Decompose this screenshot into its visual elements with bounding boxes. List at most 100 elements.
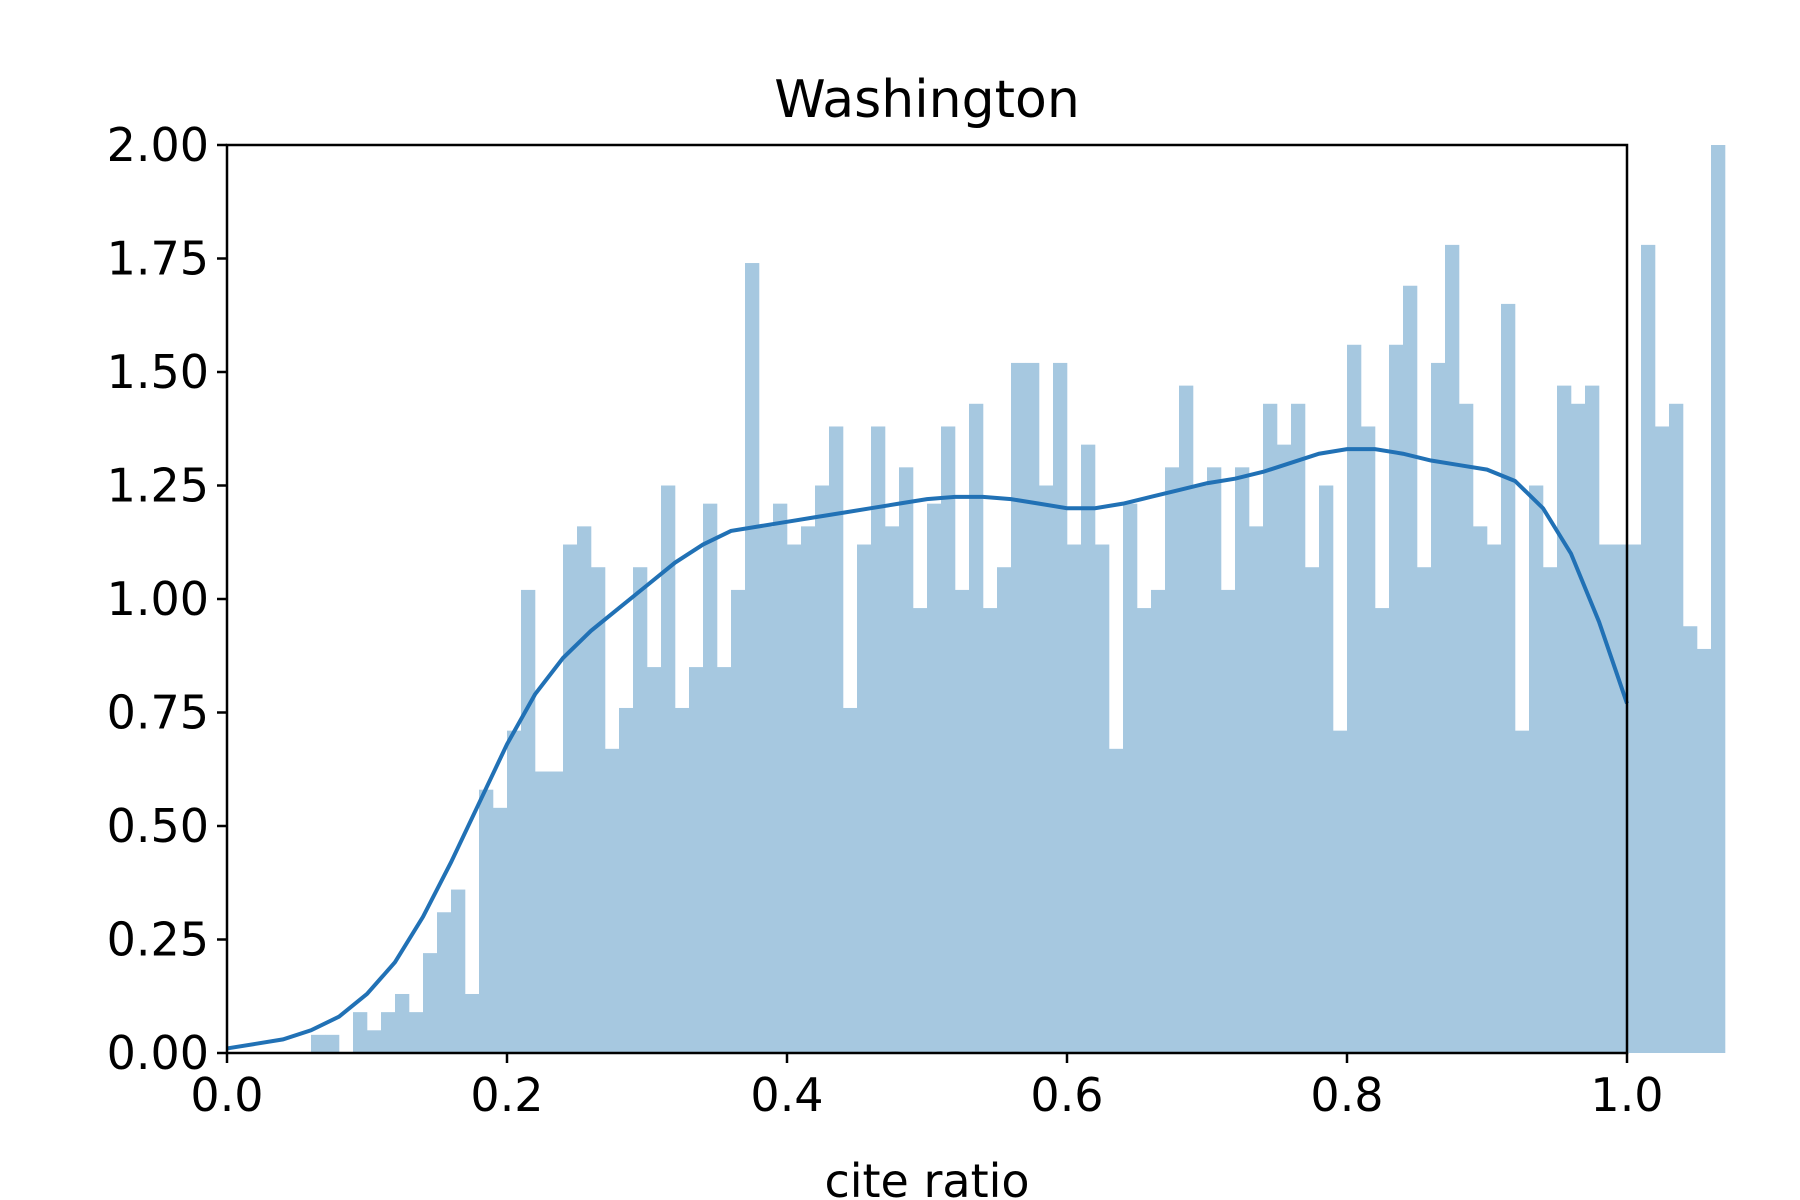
histogram-bar [1109, 748, 1124, 1053]
histogram-bar [1361, 426, 1376, 1054]
histogram-bar [1235, 467, 1250, 1054]
histogram-bar [1179, 385, 1194, 1053]
histogram-bar [507, 730, 522, 1053]
x-tick-label: 0.4 [750, 1068, 823, 1122]
x-tick-label: 0.2 [470, 1068, 543, 1122]
histogram-bar [899, 467, 914, 1054]
histogram-bar [1445, 244, 1460, 1053]
histogram-bar [675, 707, 690, 1053]
histogram-bar [815, 485, 830, 1053]
histogram-bar [1571, 403, 1586, 1053]
histogram-bar [1151, 589, 1166, 1053]
histogram-bar [1683, 626, 1698, 1053]
y-tick-label: 0.00 [107, 1026, 209, 1080]
histogram-bar [689, 667, 704, 1053]
histogram-bar [1501, 303, 1516, 1053]
histogram-bar [1613, 544, 1628, 1053]
histogram-bar [969, 403, 984, 1053]
histogram-bar [1417, 567, 1432, 1053]
histogram-bar [997, 567, 1012, 1053]
x-axis-ticks: 0.0 0.2 0.4 0.6 0.8 1.0 [190, 1053, 1664, 1122]
y-tick-label: 1.75 [107, 232, 209, 286]
histogram-bar [311, 1034, 326, 1053]
histogram-bar [395, 993, 410, 1053]
histogram-bar [493, 807, 508, 1053]
histogram-bar [787, 544, 802, 1053]
histogram-bar [1319, 485, 1334, 1053]
y-tick-label: 0.25 [107, 913, 209, 967]
x-tick-label: 0.8 [1310, 1068, 1383, 1122]
histogram-bar [325, 1034, 340, 1053]
x-tick-label: 0.6 [1030, 1068, 1103, 1122]
histogram-bar [1389, 344, 1404, 1053]
histogram-bar [479, 789, 494, 1053]
histogram-bar [871, 426, 886, 1054]
histogram-bar [1193, 485, 1208, 1053]
histogram-bar [1277, 444, 1292, 1053]
histogram-bar [1347, 344, 1362, 1053]
histogram-bar [941, 426, 956, 1054]
histogram-bar [563, 544, 578, 1053]
chart-title: Washington [774, 70, 1080, 130]
histogram-bar [1543, 567, 1558, 1053]
y-tick-label: 0.50 [107, 799, 209, 853]
histogram-bar [1375, 608, 1390, 1053]
histogram-bar [1557, 385, 1572, 1053]
histogram-bar [1011, 362, 1026, 1053]
histogram-bar [745, 263, 760, 1053]
histogram-bar [1599, 544, 1614, 1053]
histogram-bar [1487, 544, 1502, 1053]
histogram-bar [1669, 403, 1684, 1053]
histogram-bar [619, 707, 634, 1053]
y-tick-label: 0.75 [107, 686, 209, 740]
y-tick-label: 1.25 [107, 459, 209, 513]
histogram-bar [381, 1012, 396, 1053]
histogram-bar [1403, 285, 1418, 1053]
histogram-bar [423, 953, 438, 1053]
histogram-bar [1095, 544, 1110, 1053]
histogram-bar [661, 485, 676, 1053]
histogram-bar [717, 667, 732, 1053]
histogram-bar [913, 608, 928, 1053]
histogram-bar [1711, 145, 1726, 1053]
histogram-bar [1067, 544, 1082, 1053]
histogram-bar [591, 567, 606, 1053]
histogram-bar [465, 993, 480, 1053]
histogram-bar [451, 889, 466, 1053]
y-tick-label: 1.00 [107, 572, 209, 626]
histogram-bar [1221, 589, 1236, 1053]
histogram-bar [1291, 403, 1306, 1053]
histogram-bar [1431, 362, 1446, 1053]
histogram-bar [577, 526, 592, 1053]
histogram-bar [353, 1012, 368, 1053]
histogram-bar [1263, 403, 1278, 1053]
histogram-bar [1249, 526, 1264, 1053]
histogram-bar [983, 608, 998, 1053]
histogram-bar [1459, 403, 1474, 1053]
histogram-bar [1515, 730, 1530, 1053]
histogram-bar [1025, 362, 1040, 1053]
histogram-bar [731, 589, 746, 1053]
histogram-bar [955, 589, 970, 1053]
y-axis-ticks: 0.00 0.25 0.50 0.75 1.00 1.25 1.50 1.75 2.00 [107, 118, 227, 1080]
histogram-bar [1655, 426, 1670, 1054]
histogram-bar [927, 503, 942, 1053]
histogram-bar [605, 748, 620, 1053]
histogram-bar [1039, 485, 1054, 1053]
histogram-bar [1165, 467, 1180, 1054]
histogram-bar [885, 526, 900, 1053]
histogram-bar [829, 426, 844, 1054]
x-tick-label: 0.0 [190, 1068, 263, 1122]
histogram-bars [311, 145, 1726, 1054]
histogram-bar [1333, 730, 1348, 1053]
histogram-bar [1137, 608, 1152, 1053]
histogram-bar [1641, 244, 1656, 1053]
x-tick-label: 1.0 [1590, 1068, 1663, 1122]
histogram-bar [843, 707, 858, 1053]
y-tick-label: 1.50 [107, 345, 209, 399]
x-axis-label: cite ratio [824, 1154, 1029, 1200]
histogram-bar [1529, 485, 1544, 1053]
histogram-bar [1585, 385, 1600, 1053]
histogram-bar [801, 526, 816, 1053]
